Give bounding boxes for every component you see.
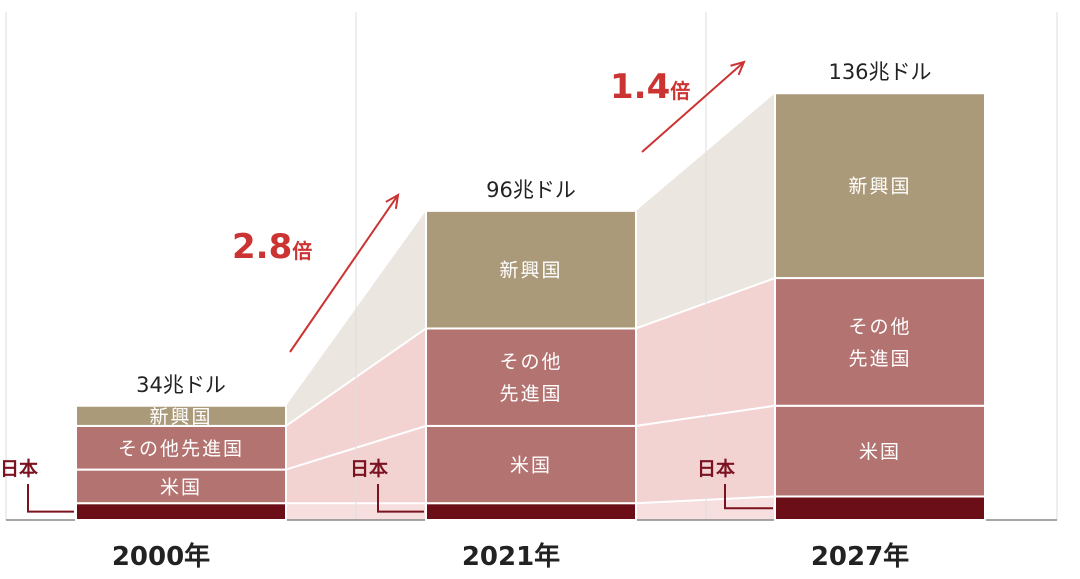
japan-callout-label: 日本 [0, 457, 38, 480]
growth-ratio-value: 2.8 [232, 227, 292, 267]
growth-annotations: 2.8倍1.4倍 [232, 60, 746, 353]
segment-label: 米国 [160, 476, 202, 498]
japan-callout-leader [27, 484, 74, 513]
growth-arrow-line [641, 61, 745, 153]
growth-arrow-head [730, 60, 746, 76]
bar-usa [425, 424, 637, 505]
growth-ratio-label: 2.8倍 [232, 227, 312, 267]
total-label: 96兆ドル [486, 178, 576, 202]
segment-label: その他 [499, 351, 562, 373]
chart-bars [75, 92, 986, 521]
growth-ratio-label: 1.4倍 [610, 67, 690, 107]
segment-label: 先進国 [848, 348, 911, 370]
segment-label: その他先進国 [118, 438, 244, 460]
bar-emerging [774, 92, 986, 280]
bar-emerging [75, 404, 287, 427]
growth-arrow-line [289, 194, 399, 353]
bar-usa [75, 468, 287, 505]
growth-arrow-head [385, 193, 400, 209]
segment-label: その他 [848, 316, 911, 338]
x-tick-label: 2000年 [112, 541, 210, 572]
segment-label: 新興国 [848, 176, 911, 198]
segment-label: 新興国 [149, 406, 212, 428]
bar-other_advanced [75, 424, 287, 471]
growth-ratio-value: 1.4 [610, 67, 670, 107]
bar-japan [75, 502, 287, 521]
japan-callout-label: 日本 [350, 457, 388, 480]
total-label: 136兆ドル [828, 60, 931, 84]
segment-label: 米国 [859, 441, 901, 463]
japan-callout-leader [377, 484, 424, 513]
bar-usa [774, 404, 986, 498]
growth-ratio-unit: 倍 [670, 79, 690, 103]
growth-ratio-unit: 倍 [292, 239, 312, 263]
bar-emerging [425, 209, 637, 330]
segment-label: 新興国 [499, 260, 562, 282]
japan-callout-leader [724, 484, 773, 510]
bar-japan [425, 502, 637, 521]
segment-label: 先進国 [499, 383, 562, 405]
bar-japan [774, 495, 986, 521]
total-label: 34兆ドル [136, 373, 226, 397]
bar-other_advanced [774, 277, 986, 407]
japan-callout-label: 日本 [697, 457, 735, 480]
x-tick-label: 2027年 [811, 541, 909, 572]
x-tick-label: 2021年 [462, 541, 560, 572]
bar-other_advanced [425, 327, 637, 427]
segment-label: 米国 [510, 455, 552, 477]
